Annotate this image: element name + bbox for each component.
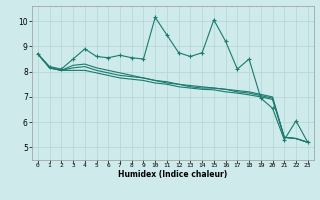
X-axis label: Humidex (Indice chaleur): Humidex (Indice chaleur) xyxy=(118,170,228,179)
